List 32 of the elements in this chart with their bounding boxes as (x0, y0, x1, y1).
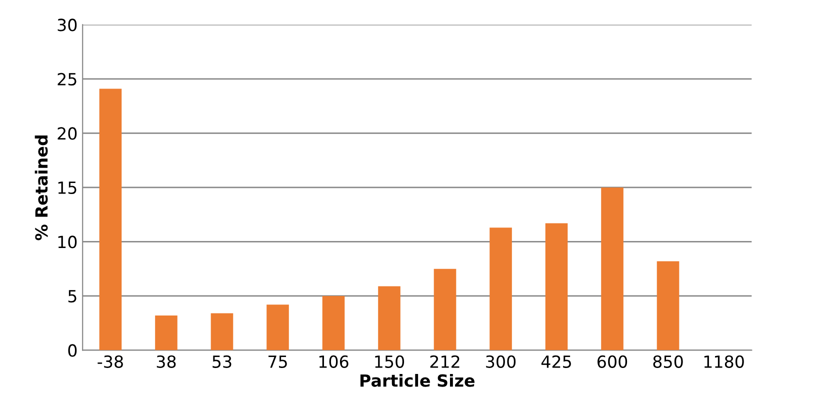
bar (434, 268, 456, 350)
x-tick-label: 1180 (704, 355, 744, 368)
x-axis-title: Particle Size (360, 374, 474, 387)
bar (322, 296, 345, 350)
bar (99, 88, 122, 350)
x-tick-label: -38 (98, 355, 123, 368)
bar (210, 313, 234, 350)
bar (490, 228, 512, 350)
y-tick-label: 20 (58, 127, 77, 140)
x-tick-label: 38 (156, 355, 176, 368)
y-tick-label: 10 (58, 236, 77, 248)
y-tick-label: 0 (68, 344, 77, 357)
x-tick-label: 850 (653, 355, 683, 368)
x-tick-label: 300 (486, 355, 516, 368)
x-tick-label: 106 (319, 355, 348, 368)
x-tick-label: 150 (375, 355, 404, 368)
bar (601, 187, 624, 350)
y-tick-label: 5 (68, 290, 76, 303)
y-tick-label: 30 (58, 18, 77, 32)
y-tick-label: 25 (58, 72, 76, 86)
y-tick-label: 15 (58, 182, 76, 194)
bar (266, 304, 289, 350)
bar (656, 261, 680, 350)
x-tick-label: 425 (541, 355, 571, 368)
bar (155, 315, 178, 350)
bar (378, 286, 400, 350)
bar (545, 223, 568, 350)
y-axis-title: % Retained (34, 136, 48, 240)
x-tick-label: 75 (268, 356, 287, 368)
x-tick-label: 53 (212, 355, 232, 368)
x-tick-label: 212 (430, 355, 460, 368)
x-tick-label: 600 (598, 355, 628, 368)
